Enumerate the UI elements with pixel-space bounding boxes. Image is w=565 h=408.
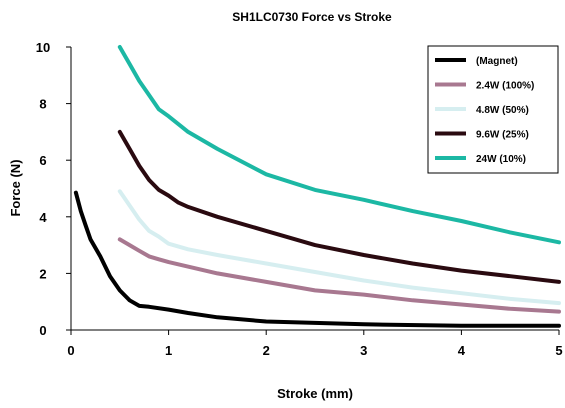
legend-label-0: (Magnet)	[476, 56, 518, 67]
legend-label-1: 2.4W (100%)	[476, 81, 534, 92]
x-tick-label-3: 3	[360, 343, 367, 358]
series-line-4	[117, 45, 561, 245]
x-tick-label-1: 1	[165, 343, 172, 358]
x-tick-label-2: 2	[263, 343, 270, 358]
chart-title: SH1LC0730 Force vs Stroke	[232, 10, 392, 24]
y-axis-label: Force (N)	[8, 159, 23, 216]
legend-label-3: 9.6W (25%)	[476, 130, 529, 141]
x-tick-label-4: 4	[458, 343, 466, 358]
plot-area: 0 2 4 6 8 10 0 1 2 3 4 5	[36, 40, 563, 358]
y-tick-label-4: 8	[39, 97, 46, 112]
x-tick-label-5: 5	[555, 343, 562, 358]
series-line-0	[73, 190, 561, 328]
y-tick-label-5: 10	[36, 40, 50, 55]
y-tick-label-0: 0	[39, 323, 46, 338]
y-tick-label-2: 4	[39, 210, 47, 225]
legend-label-2: 4.8W (50%)	[476, 105, 529, 116]
x-tick-label-0: 0	[67, 343, 74, 358]
series-line-3	[117, 129, 561, 284]
y-tick-label-1: 2	[39, 266, 46, 281]
legend-label-4: 24W (10%)	[476, 154, 526, 165]
x-axis-label: Stroke (mm)	[277, 386, 353, 401]
legend: (Magnet) 2.4W (100%) 4.8W (50%) 9.6W (25%) 2…	[427, 45, 559, 174]
series-line-2	[117, 189, 561, 306]
series-line-1	[117, 237, 561, 314]
y-tick-label-3: 6	[39, 153, 46, 168]
